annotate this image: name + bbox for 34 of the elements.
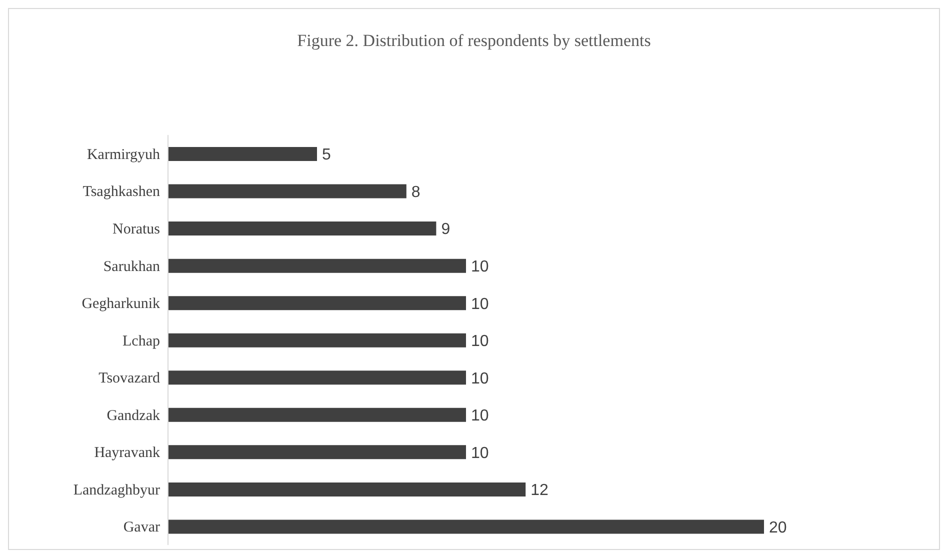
data-label: 10 — [471, 408, 489, 425]
y-tick-label: Gavar — [123, 520, 160, 536]
y-tick-label: Sarukhan — [103, 258, 160, 275]
data-label: 10 — [471, 258, 489, 276]
chart-title: Figure 2. Distribution of respondents by settlements — [296, 30, 652, 52]
y-tick-label: Karmirgyuh — [86, 146, 160, 163]
y-tick-label: Lchap — [122, 333, 160, 350]
bar — [168, 147, 317, 161]
bar — [168, 296, 466, 310]
bar — [168, 370, 466, 385]
bar — [168, 482, 526, 496]
data-label: 8 — [411, 184, 420, 201]
data-label: 12 — [530, 482, 548, 500]
bar — [168, 222, 436, 236]
y-tick-label: Hayravank — [94, 445, 160, 462]
y-tick-label: Noratus — [112, 222, 160, 238]
y-tick-label: Tsaghkashen — [82, 184, 160, 200]
bar — [168, 184, 406, 198]
bar — [168, 445, 466, 460]
y-tick-label: Landzaghbyur — [73, 482, 160, 498]
y-tick-label: Gandzak — [106, 408, 160, 424]
data-label: 20 — [769, 519, 787, 536]
data-label: 10 — [471, 296, 489, 313]
data-label: 5 — [322, 146, 331, 164]
data-label: 9 — [441, 221, 450, 238]
bar — [168, 408, 466, 422]
bar — [168, 258, 466, 273]
data-label: 10 — [471, 444, 489, 462]
y-tick-label: Gegharkunik — [82, 296, 160, 312]
y-tick-label: Tsovazard — [98, 370, 160, 387]
bar — [168, 520, 764, 534]
bar — [168, 333, 466, 348]
data-label: 10 — [471, 370, 489, 388]
data-label: 10 — [471, 333, 489, 350]
